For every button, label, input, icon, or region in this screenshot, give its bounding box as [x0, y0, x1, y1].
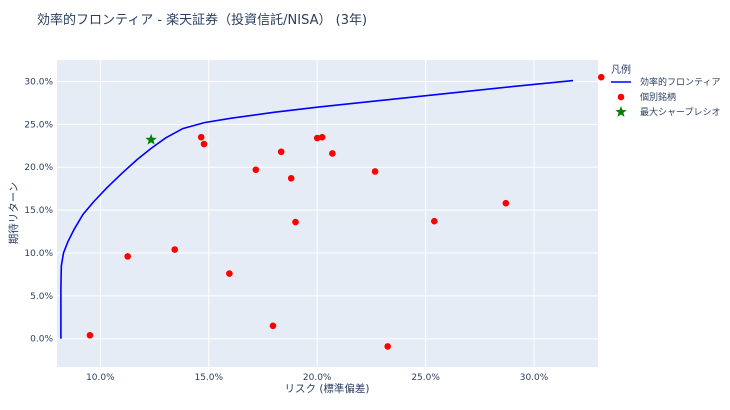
- legend-label: 最大シャープレシオ: [640, 106, 720, 118]
- asset-point[interactable]: [171, 246, 179, 253]
- y-tick-label: 15.0%: [24, 206, 53, 216]
- asset-point[interactable]: [371, 168, 379, 175]
- y-tick-label: 10.0%: [24, 249, 53, 259]
- grid-lines: [57, 60, 598, 367]
- legend-item[interactable]: 効率的フロンティア: [611, 76, 720, 88]
- asset-point[interactable]: [197, 133, 205, 141]
- legend-label: 個別銘柄: [640, 91, 676, 103]
- x-tick-label: 30.0%: [520, 373, 549, 383]
- series-layer: [60, 73, 605, 350]
- asset-point[interactable]: [329, 150, 336, 157]
- y-axis-title: 期待リターン: [7, 182, 20, 244]
- tick-labels: 10.0% 15.0% 20.0% 25.0% 30.0% 0.0% 5.0% 10.0% 15…: [24, 77, 548, 383]
- asset-point[interactable]: [86, 331, 94, 339]
- asset-point[interactable]: [384, 343, 391, 350]
- legend-title: 凡例: [611, 63, 631, 76]
- max-sharpe-star[interactable]: [145, 133, 157, 145]
- x-tick-label: 10.0%: [86, 373, 115, 383]
- asset-point[interactable]: [252, 166, 260, 174]
- asset-point[interactable]: [292, 218, 299, 226]
- x-axis-title: リスク (標準偏差): [284, 382, 369, 395]
- y-tick-label: 30.0%: [24, 77, 53, 87]
- asset-point[interactable]: [269, 322, 277, 330]
- x-tick-label: 20.0%: [303, 373, 332, 383]
- legend-label: 効率的フロンティア: [640, 76, 720, 88]
- x-tick-label: 15.0%: [194, 373, 223, 383]
- asset-point[interactable]: [200, 140, 208, 148]
- legend-star-swatch: [615, 106, 627, 117]
- asset-point[interactable]: [277, 148, 285, 156]
- asset-point[interactable]: [226, 270, 233, 277]
- plot-area: [57, 60, 598, 367]
- legend-item[interactable]: 最大シャープレシオ: [615, 106, 720, 118]
- legend-dot-swatch: [617, 93, 625, 101]
- x-tick-label: 25.0%: [411, 373, 440, 383]
- asset-point[interactable]: [313, 134, 321, 142]
- asset-point[interactable]: [430, 217, 438, 225]
- asset-point[interactable]: [597, 73, 605, 81]
- frontier-line: [60, 79, 574, 339]
- asset-point[interactable]: [124, 253, 131, 260]
- asset-point[interactable]: [502, 199, 510, 207]
- asset-point[interactable]: [287, 175, 295, 182]
- y-tick-label: 20.0%: [24, 163, 53, 173]
- asset-point[interactable]: [318, 133, 326, 141]
- y-tick-label: 25.0%: [24, 120, 53, 130]
- y-tick-label: 0.0%: [30, 335, 53, 345]
- legend-item[interactable]: 個別銘柄: [617, 91, 676, 103]
- chart-title: 効率的フロンティア - 楽天証券（投資信託/NISA） (3年): [37, 13, 368, 28]
- y-tick-label: 5.0%: [30, 292, 53, 302]
